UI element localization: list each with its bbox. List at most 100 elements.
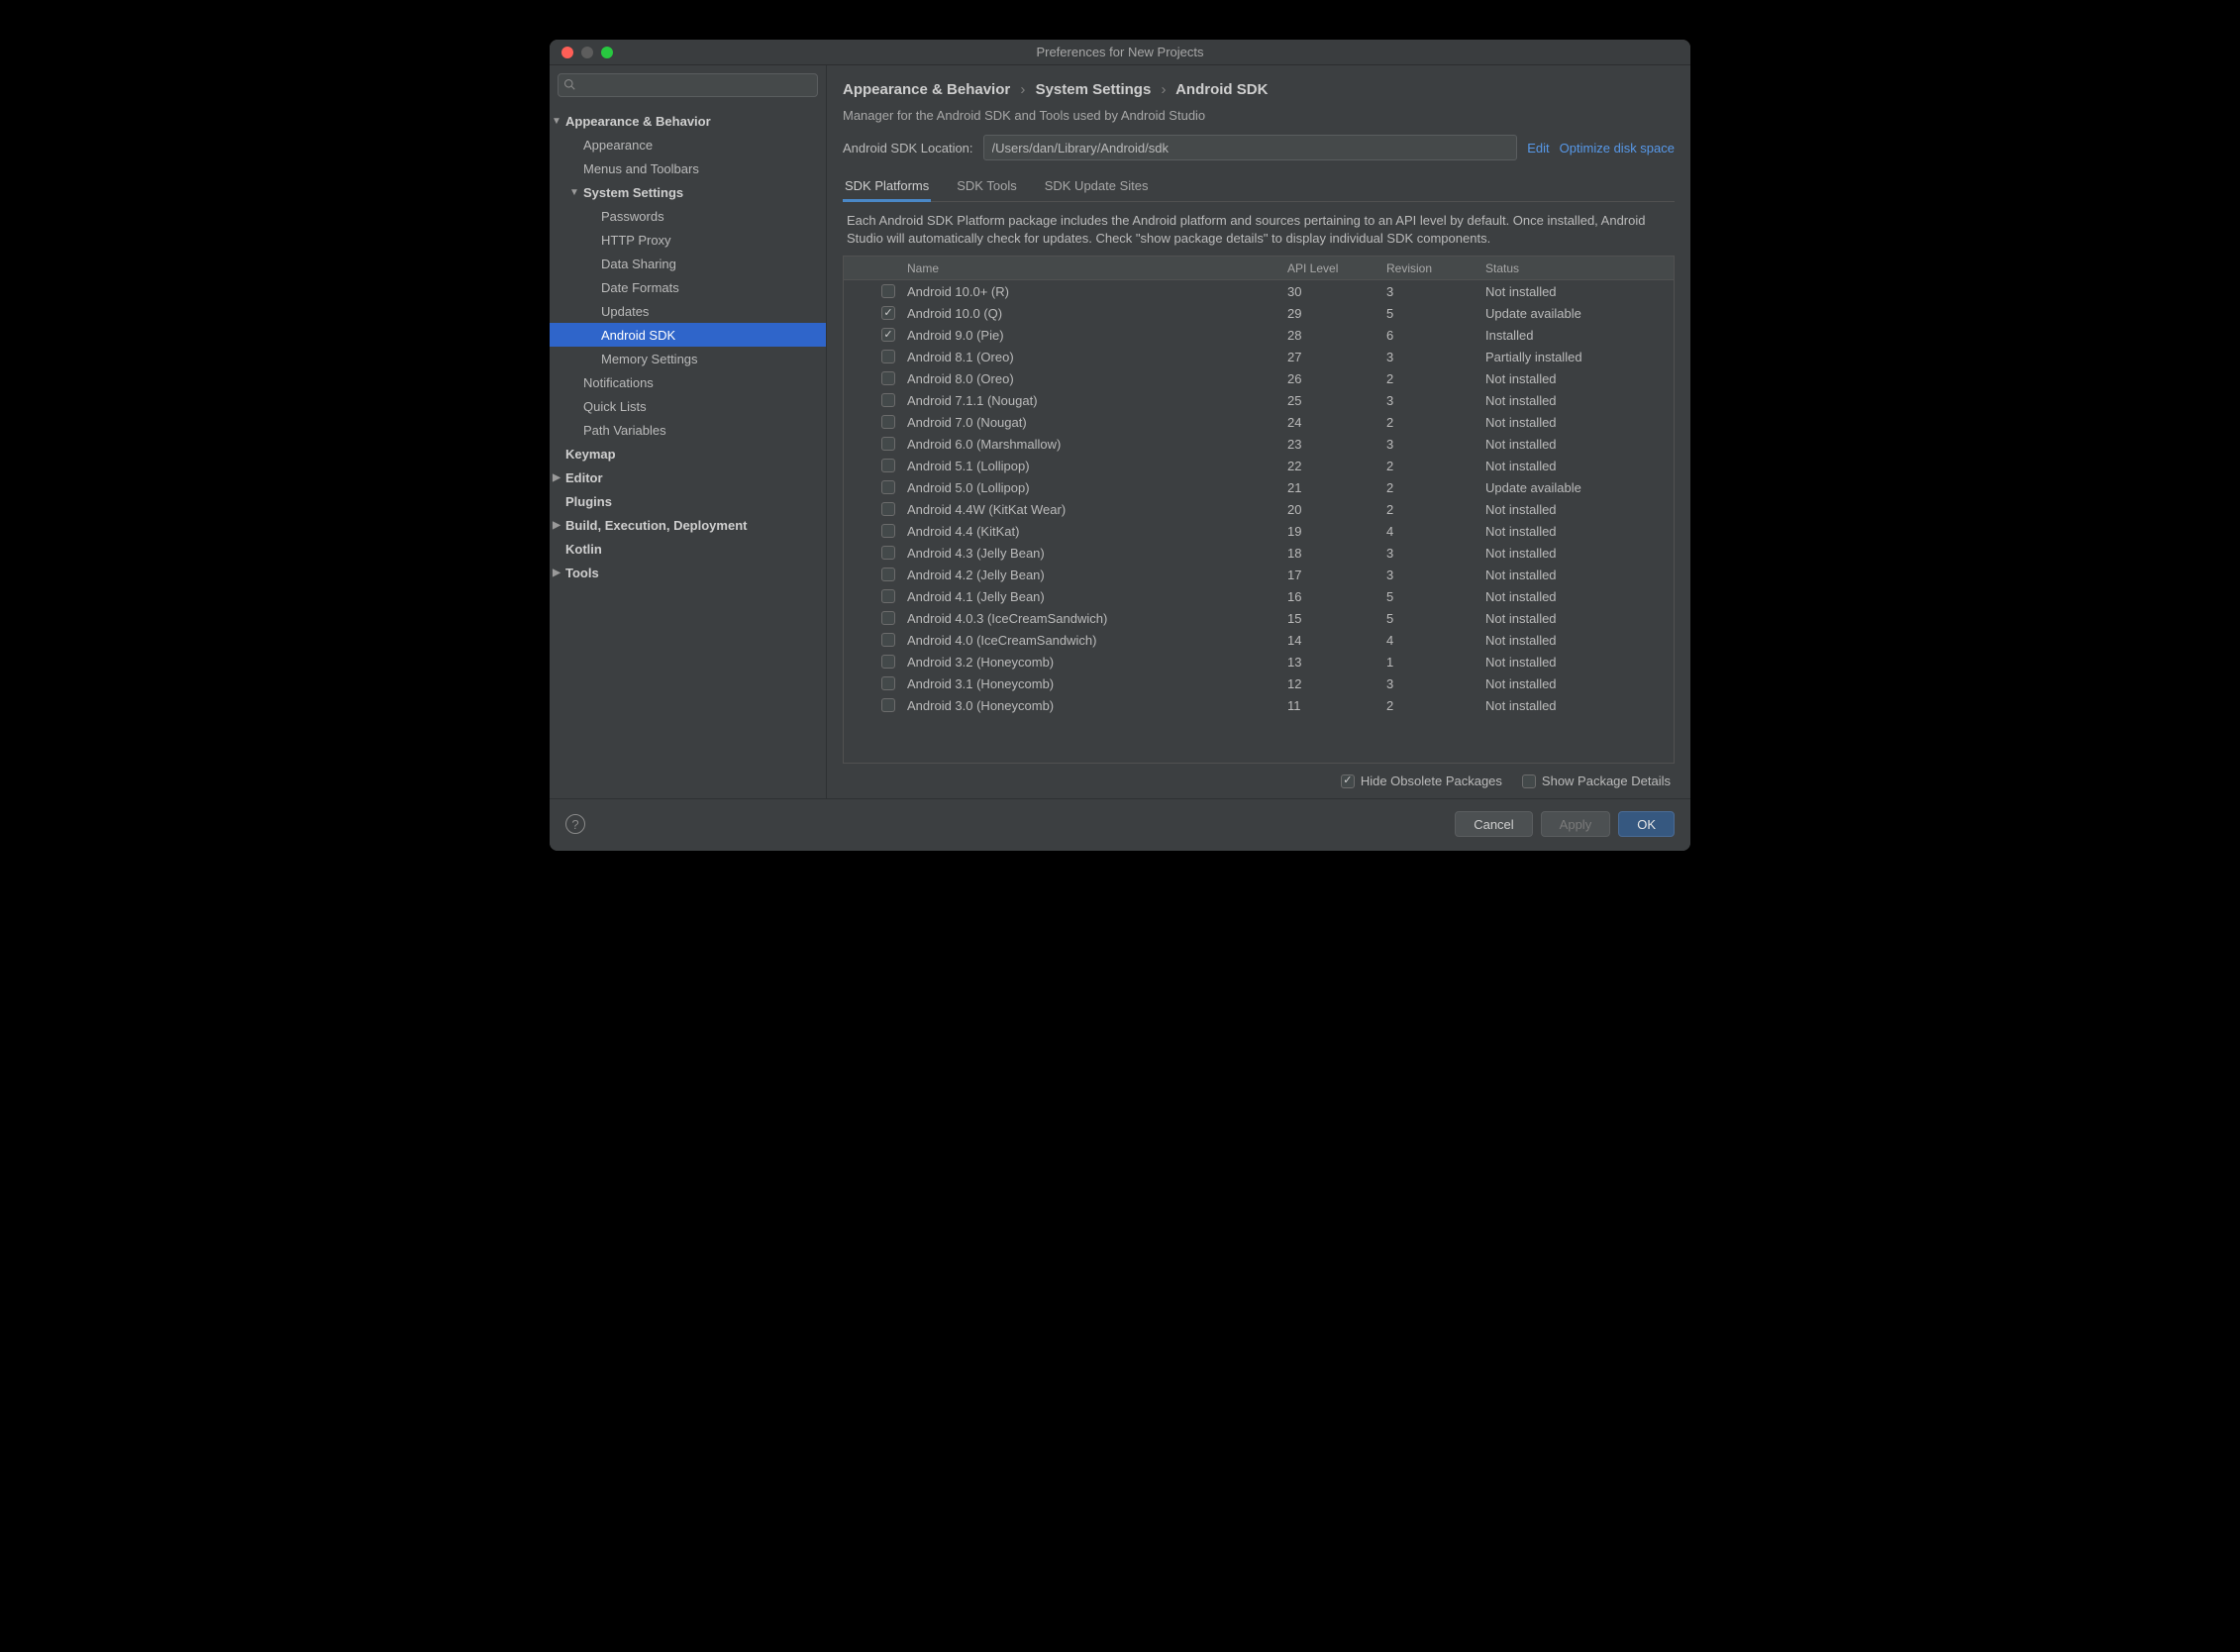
sidebar-item-system-settings[interactable]: ▼System Settings xyxy=(550,180,826,204)
table-row[interactable]: Android 10.0+ (R)303Not installed xyxy=(844,280,1674,302)
revision: 4 xyxy=(1386,633,1485,648)
help-icon[interactable]: ? xyxy=(565,814,585,834)
sidebar-item-menus-and-toolbars[interactable]: Menus and Toolbars xyxy=(550,156,826,180)
api-level: 30 xyxy=(1287,284,1386,299)
ok-button[interactable]: OK xyxy=(1618,811,1675,837)
sidebar-item-plugins[interactable]: Plugins xyxy=(550,489,826,513)
checkbox-icon[interactable] xyxy=(881,306,895,320)
tab-sdk-update-sites[interactable]: SDK Update Sites xyxy=(1043,172,1151,201)
status: Not installed xyxy=(1485,676,1674,691)
checkbox-icon[interactable] xyxy=(881,568,895,581)
page-subtitle: Manager for the Android SDK and Tools us… xyxy=(843,108,1675,135)
apply-button[interactable]: Apply xyxy=(1541,811,1611,837)
sdk-location-input[interactable] xyxy=(983,135,1518,160)
checkbox-icon[interactable] xyxy=(881,393,895,407)
checkbox-icon xyxy=(1341,774,1355,788)
platform-name: Android 10.0+ (R) xyxy=(903,284,1287,299)
checkbox-icon[interactable] xyxy=(881,284,895,298)
table-row[interactable]: Android 4.2 (Jelly Bean)173Not installed xyxy=(844,564,1674,585)
chevron-right-icon: ▶ xyxy=(552,472,561,482)
sidebar-item-kotlin[interactable]: Kotlin xyxy=(550,537,826,561)
checkbox-icon[interactable] xyxy=(881,502,895,516)
close-window-button[interactable] xyxy=(561,47,573,58)
api-level: 23 xyxy=(1287,437,1386,452)
sidebar-item-build-execution-deployment[interactable]: ▶Build, Execution, Deployment xyxy=(550,513,826,537)
table-row[interactable]: Android 5.0 (Lollipop)212Update availabl… xyxy=(844,476,1674,498)
status: Update available xyxy=(1485,306,1674,321)
search-input[interactable] xyxy=(558,73,818,97)
sidebar: ▼Appearance & BehaviorAppearanceMenus an… xyxy=(550,65,827,798)
table-row[interactable]: Android 10.0 (Q)295Update available xyxy=(844,302,1674,324)
checkbox-icon[interactable] xyxy=(881,633,895,647)
sidebar-item-label: Quick Lists xyxy=(583,399,647,414)
sidebar-item-date-formats[interactable]: Date Formats xyxy=(550,275,826,299)
edit-link[interactable]: Edit xyxy=(1527,141,1549,155)
table-row[interactable]: Android 4.3 (Jelly Bean)183Not installed xyxy=(844,542,1674,564)
sidebar-item-keymap[interactable]: Keymap xyxy=(550,442,826,465)
revision: 2 xyxy=(1386,415,1485,430)
tab-sdk-platforms[interactable]: SDK Platforms xyxy=(843,172,931,201)
table-row[interactable]: Android 6.0 (Marshmallow)233Not installe… xyxy=(844,433,1674,455)
sidebar-item-quick-lists[interactable]: Quick Lists xyxy=(550,394,826,418)
cancel-button[interactable]: Cancel xyxy=(1455,811,1532,837)
show-package-details-option[interactable]: Show Package Details xyxy=(1522,774,1671,788)
status: Not installed xyxy=(1485,611,1674,626)
table-body[interactable]: Android 10.0+ (R)303Not installedAndroid… xyxy=(844,280,1674,763)
api-level: 13 xyxy=(1287,655,1386,670)
checkbox-icon[interactable] xyxy=(881,328,895,342)
sidebar-item-notifications[interactable]: Notifications xyxy=(550,370,826,394)
table-row[interactable]: Android 3.0 (Honeycomb)112Not installed xyxy=(844,694,1674,716)
sidebar-item-path-variables[interactable]: Path Variables xyxy=(550,418,826,442)
sidebar-item-android-sdk[interactable]: Android SDK xyxy=(550,323,826,347)
checkbox-icon[interactable] xyxy=(881,676,895,690)
table-row[interactable]: Android 4.4 (KitKat)194Not installed xyxy=(844,520,1674,542)
table-row[interactable]: Android 8.1 (Oreo)273Partially installed xyxy=(844,346,1674,367)
table-row[interactable]: Android 3.2 (Honeycomb)131Not installed xyxy=(844,651,1674,672)
checkbox-icon[interactable] xyxy=(881,698,895,712)
tab-sdk-tools[interactable]: SDK Tools xyxy=(955,172,1018,201)
checkbox-icon[interactable] xyxy=(881,350,895,363)
sidebar-item-http-proxy[interactable]: HTTP Proxy xyxy=(550,228,826,252)
table-row[interactable]: Android 7.0 (Nougat)242Not installed xyxy=(844,411,1674,433)
checkbox-icon[interactable] xyxy=(881,546,895,560)
table-row[interactable]: Android 7.1.1 (Nougat)253Not installed xyxy=(844,389,1674,411)
table-row[interactable]: Android 5.1 (Lollipop)222Not installed xyxy=(844,455,1674,476)
maximize-window-button[interactable] xyxy=(601,47,613,58)
table-row[interactable]: Android 3.1 (Honeycomb)123Not installed xyxy=(844,672,1674,694)
revision: 3 xyxy=(1386,676,1485,691)
table-row[interactable]: Android 4.4W (KitKat Wear)202Not install… xyxy=(844,498,1674,520)
checkbox-icon[interactable] xyxy=(881,611,895,625)
table-row[interactable]: Android 4.1 (Jelly Bean)165Not installed xyxy=(844,585,1674,607)
checkbox-icon[interactable] xyxy=(881,655,895,669)
checkbox-icon[interactable] xyxy=(881,415,895,429)
checkbox-icon[interactable] xyxy=(881,459,895,472)
checkbox-icon[interactable] xyxy=(881,524,895,538)
minimize-window-button[interactable] xyxy=(581,47,593,58)
sidebar-item-data-sharing[interactable]: Data Sharing xyxy=(550,252,826,275)
table-row[interactable]: Android 8.0 (Oreo)262Not installed xyxy=(844,367,1674,389)
sidebar-item-memory-settings[interactable]: Memory Settings xyxy=(550,347,826,370)
sidebar-item-appearance[interactable]: Appearance xyxy=(550,133,826,156)
checkbox-icon[interactable] xyxy=(881,371,895,385)
checkbox-icon[interactable] xyxy=(881,589,895,603)
status: Not installed xyxy=(1485,589,1674,604)
api-level: 12 xyxy=(1287,676,1386,691)
sidebar-item-editor[interactable]: ▶Editor xyxy=(550,465,826,489)
table-row[interactable]: Android 4.0 (IceCreamSandwich)144Not ins… xyxy=(844,629,1674,651)
table-row[interactable]: Android 9.0 (Pie)286Installed xyxy=(844,324,1674,346)
hide-obsolete-option[interactable]: Hide Obsolete Packages xyxy=(1341,774,1502,788)
titlebar: Preferences for New Projects xyxy=(550,40,1690,65)
sidebar-item-passwords[interactable]: Passwords xyxy=(550,204,826,228)
sidebar-item-tools[interactable]: ▶Tools xyxy=(550,561,826,584)
checkbox-icon[interactable] xyxy=(881,480,895,494)
window-title: Preferences for New Projects xyxy=(550,45,1690,59)
table-row[interactable]: Android 4.0.3 (IceCreamSandwich)155Not i… xyxy=(844,607,1674,629)
optimize-disk-space-link[interactable]: Optimize disk space xyxy=(1560,141,1675,155)
sidebar-item-label: System Settings xyxy=(583,185,683,200)
chevron-right-icon: ▶ xyxy=(552,520,561,530)
platform-name: Android 5.1 (Lollipop) xyxy=(903,459,1287,473)
col-revision: Revision xyxy=(1386,261,1485,275)
checkbox-icon[interactable] xyxy=(881,437,895,451)
sidebar-item-updates[interactable]: Updates xyxy=(550,299,826,323)
sidebar-item-appearance-behavior[interactable]: ▼Appearance & Behavior xyxy=(550,109,826,133)
